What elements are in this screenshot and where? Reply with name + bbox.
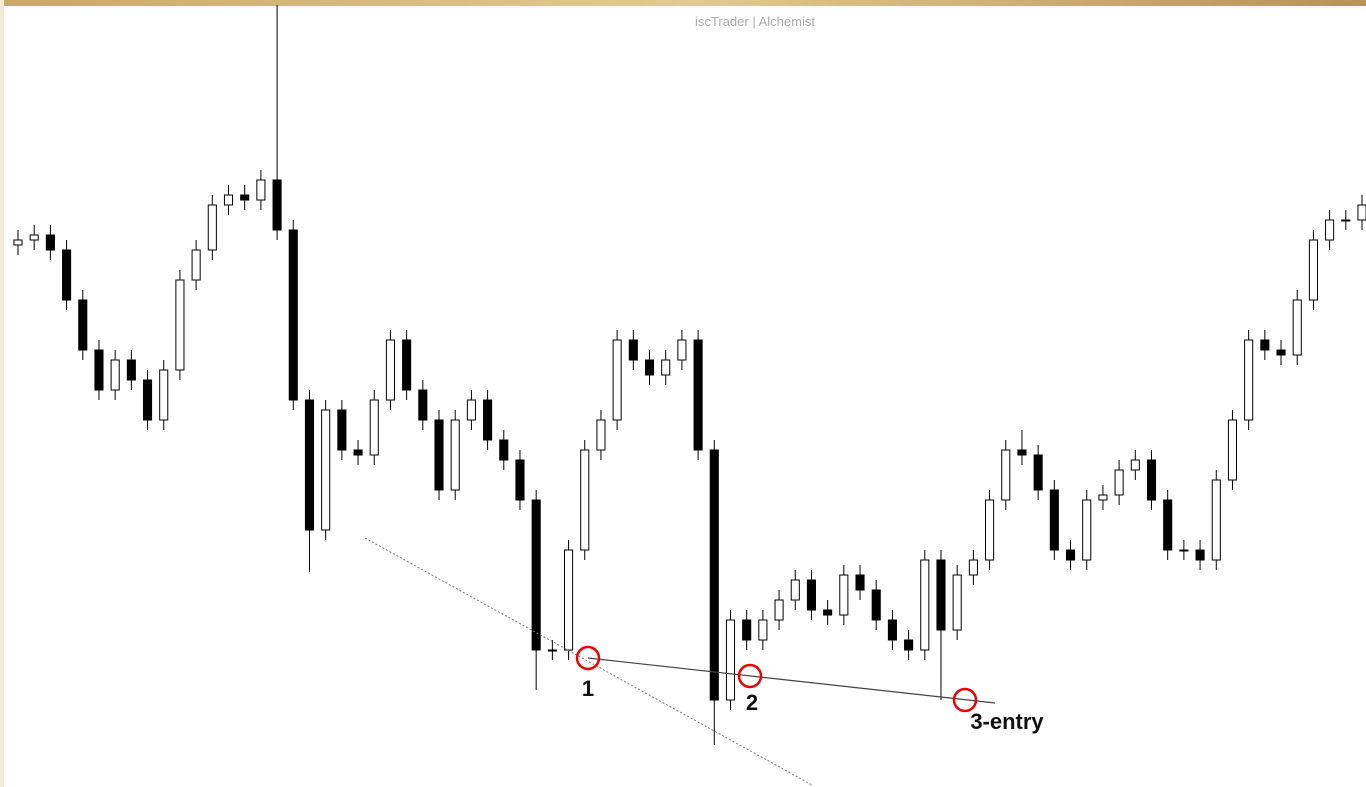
candle-body: [628, 339, 638, 361]
candle-body: [385, 339, 395, 401]
candle-body: [790, 579, 800, 601]
candle-body: [806, 579, 816, 611]
candle-body: [1195, 549, 1205, 561]
candle-body: [774, 599, 784, 621]
candle-body: [175, 279, 185, 371]
candle-body: [369, 399, 379, 456]
candle-body: [1244, 339, 1254, 421]
candle-body: [159, 369, 169, 421]
trendline: [587, 657, 996, 704]
candle-body: [1082, 499, 1092, 561]
trendline-dotted: [364, 537, 813, 786]
marker-circle: [952, 687, 978, 713]
candle-body: [418, 389, 428, 421]
marker-circle: [575, 645, 601, 671]
candle-body: [499, 439, 509, 461]
candle-body: [62, 249, 72, 301]
candle-body: [321, 409, 331, 531]
candle-body: [304, 399, 315, 531]
candle-body: [1017, 449, 1027, 456]
candle-body: [450, 419, 460, 491]
candle-body: [580, 449, 590, 551]
candle-body: [904, 639, 914, 651]
candle-body: [920, 559, 930, 651]
candle-body: [78, 299, 88, 351]
candle-body: [272, 179, 282, 231]
candle-body: [855, 574, 865, 591]
marker-circle: [737, 663, 763, 689]
candle-body: [1001, 449, 1011, 501]
annotation: 2: [746, 690, 758, 715]
candle-body: [709, 449, 719, 701]
candle-body: [126, 359, 136, 381]
candle-body: [887, 619, 897, 641]
candle-body: [1130, 459, 1140, 471]
candle-body: [823, 609, 833, 616]
candle-body: [29, 234, 39, 241]
candle-body: [596, 419, 606, 451]
candle-body: [191, 249, 201, 281]
candle-body: [1049, 489, 1059, 551]
candle-body: [1227, 419, 1238, 481]
candle-body: [256, 179, 266, 201]
candle-body: [742, 619, 752, 641]
candle-body: [952, 574, 962, 631]
candle-body: [1260, 339, 1270, 351]
candle-body: [661, 359, 671, 376]
candle-body: [612, 339, 622, 421]
candle-body: [1357, 204, 1366, 221]
candle-body: [968, 559, 978, 576]
candle-body: [1308, 239, 1318, 301]
candle-body: [288, 229, 298, 401]
candle-body: [1211, 479, 1221, 561]
candle-body: [207, 204, 217, 251]
candle-body: [45, 234, 55, 251]
candle-body: [758, 619, 768, 641]
candle-body: [110, 359, 120, 391]
candle-body: [936, 559, 946, 631]
candle-body: [644, 359, 655, 376]
candle-body: [531, 499, 541, 651]
candle-body: [985, 499, 995, 561]
candles: [13, 5, 1366, 745]
candle-body: [564, 549, 574, 651]
candle-body: [13, 239, 23, 246]
candle-body: [402, 339, 412, 391]
candle-body: [1114, 469, 1124, 496]
candle-body: [466, 399, 476, 421]
candle-body: [337, 409, 347, 451]
chart-title: iscTrader | Alchemist: [695, 14, 815, 29]
candle-body: [547, 649, 557, 652]
candle-body: [725, 619, 736, 701]
candle-body: [693, 339, 703, 451]
candle-body: [1033, 454, 1043, 491]
annotation: 1: [582, 676, 594, 701]
candle-body: [1163, 499, 1173, 551]
candle-body: [483, 399, 493, 441]
candle-body: [1179, 549, 1189, 552]
candle-body: [142, 379, 153, 421]
candle-body: [515, 459, 525, 501]
candle-body: [1325, 219, 1335, 241]
candle-body: [240, 194, 250, 201]
top-border: [0, 0, 1366, 6]
candle-body: [353, 449, 363, 456]
left-border: [0, 0, 4, 787]
candle-body: [1065, 549, 1076, 561]
candle-body: [1098, 494, 1108, 501]
candle-body: [434, 419, 444, 491]
annotation: 3-entry: [970, 709, 1044, 734]
candle-body: [1341, 219, 1351, 222]
candle-body: [1292, 299, 1302, 356]
candle-body: [677, 339, 687, 361]
candle-body: [1276, 349, 1286, 356]
candle-body: [223, 194, 234, 206]
candle-body: [839, 574, 849, 616]
candle-body: [1146, 459, 1157, 501]
candle-body: [871, 589, 881, 621]
candle-body: [94, 349, 104, 391]
